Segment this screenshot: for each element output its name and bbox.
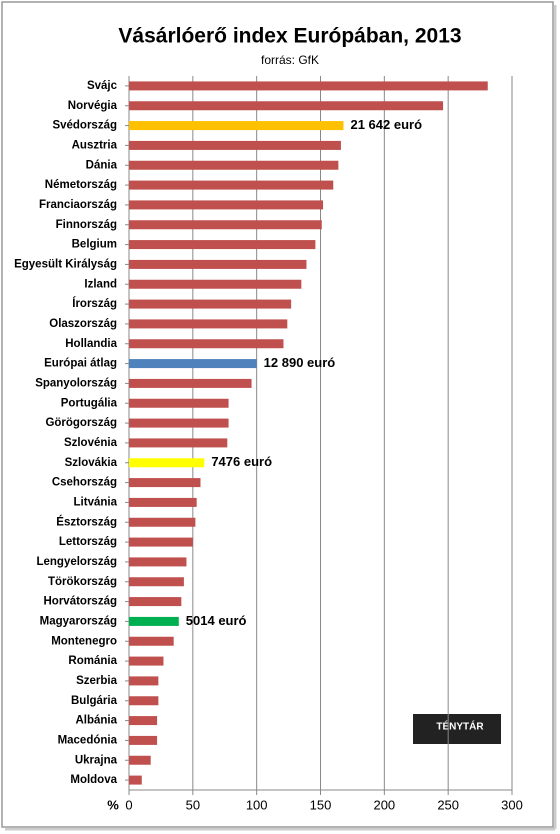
x-unit-label: % [107,797,119,812]
y-tick-label: Macedónia [58,734,118,746]
bar [129,616,179,626]
bar [129,458,205,468]
y-tick-label: Belgium [72,239,117,251]
bar [129,200,324,210]
y-tick-label: Finnország [56,219,117,231]
y-tick-label: Ukrajna [75,754,118,766]
bar [129,299,292,309]
bar [129,279,302,289]
y-tick-label: Görögország [45,417,117,429]
y-tick-label: Hollandia [65,338,117,350]
bar [129,339,284,349]
y-tick-label: Svájc [87,80,118,92]
y-tick-label: Montenegro [51,635,117,647]
bar [129,577,184,587]
bar [129,418,229,428]
bar [129,735,158,745]
bar [129,121,344,131]
y-tick-label: Szerbia [76,675,118,687]
y-tick-label: Csehország [52,477,117,489]
y-tick-label: Bulgária [71,695,118,707]
bar [129,378,252,388]
frame [1,1,554,828]
y-tick-label: Törökország [48,576,117,588]
y-tick-label: Litvánia [74,496,118,508]
y-tick-label: Portugália [61,397,118,409]
bar [129,636,174,646]
bar [129,101,444,111]
y-tick-label: Svédország [52,120,117,132]
bar [129,716,158,726]
y-tick-label: Norvégia [68,100,118,112]
chart-title: Vásárlóerő index Európában, 2013 [118,25,461,48]
bar [129,676,159,686]
y-tick-label: Franciaország [39,199,117,211]
bar [129,180,334,190]
y-tick-label: Magyarország [40,615,117,627]
y-tick-label: Horvátország [44,596,118,608]
y-tick-label: Szlovákia [65,457,118,469]
y-tick-label: Moldova [70,774,117,786]
x-tick-label: 200 [373,797,395,812]
y-tick-label: Észtország [56,515,117,528]
y-tick-label: Lengyelország [36,556,117,568]
logo-box [413,714,501,744]
bar [129,438,228,448]
logo: TÉNYTÁR [436,720,484,733]
bar [129,140,341,150]
bar [129,557,187,567]
y-tick-label: Olaszország [49,318,117,330]
bar [129,497,197,507]
annotation: 5014 euró [186,613,247,628]
y-tick-label: Németország [45,179,117,191]
bar [129,517,196,527]
x-tick-label: 300 [501,797,523,812]
annotation: 12 890 euró [264,355,336,370]
chart-subtitle: forrás: GfK [261,53,319,67]
bar [129,220,322,230]
x-tick-label: 0 [125,797,132,812]
x-tick-label: 150 [310,797,332,812]
bar [129,160,339,170]
bar [129,259,307,269]
annotation: 7476 euró [211,454,272,469]
y-tick-label: Dánia [86,159,118,171]
x-tick-label: 50 [186,797,200,812]
bar [129,537,193,547]
y-tick-label: Egyesült Királyság [14,258,117,270]
y-tick-label: Európai átlag [44,358,117,370]
y-tick-label: Izland [84,278,117,290]
x-tick-label: 100 [246,797,268,812]
y-tick-label: Szlovénia [64,437,118,449]
bar [129,398,229,408]
y-tick-label: Albánia [75,715,117,727]
y-tick-label: Ausztria [72,139,118,151]
bar [129,359,257,369]
bar [129,240,316,250]
y-tick-label: Írország [72,297,117,310]
bar [129,656,164,666]
bar [129,597,182,607]
bar [129,81,488,91]
bar [129,319,288,329]
bar [129,696,159,706]
annotation: 21 642 euró [350,117,422,132]
y-tick-label: Spanyolország [35,377,117,389]
x-tick-label: 250 [437,797,459,812]
bar [129,478,201,488]
bar [129,775,142,785]
y-tick-label: Lettország [59,536,117,548]
y-tick-label: Románia [68,655,117,667]
bar [129,755,151,765]
